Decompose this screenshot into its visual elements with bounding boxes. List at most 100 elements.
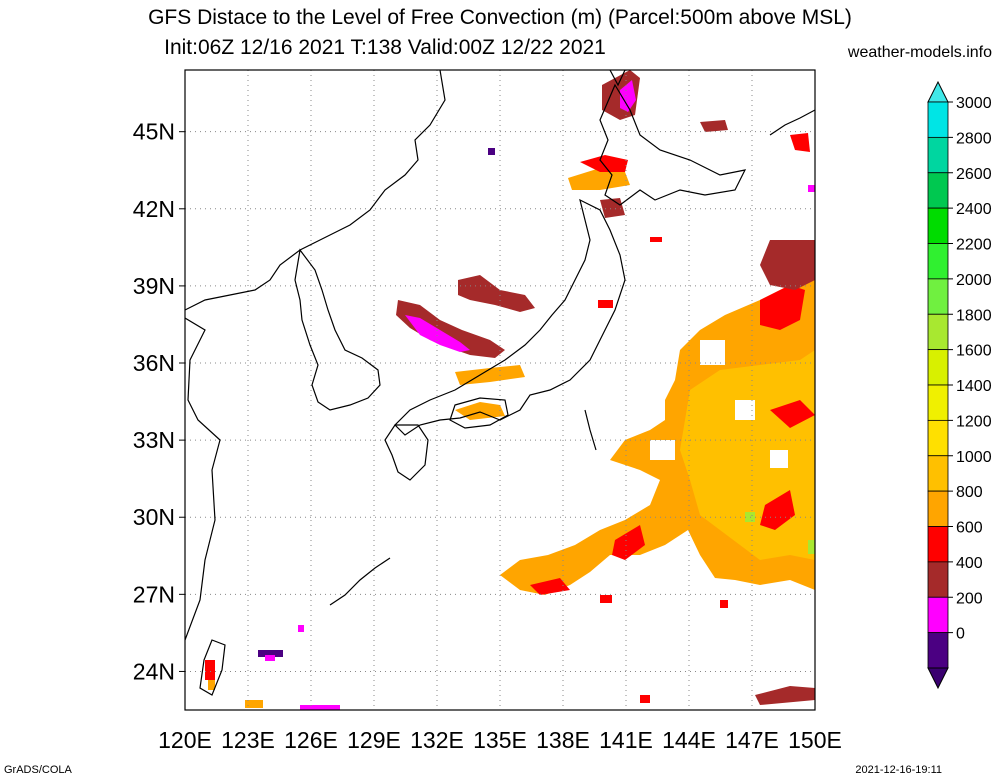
colorbar-label: 200 — [956, 590, 983, 607]
coast-mainland-asia — [185, 70, 446, 311]
colorbar-swatch — [927, 349, 949, 386]
colorbar-label: 1800 — [956, 307, 992, 324]
colorbar-swatch — [927, 419, 949, 457]
field-brown — [755, 686, 815, 705]
field-brown-japan — [458, 275, 535, 312]
field-speck — [298, 625, 304, 632]
field-red — [530, 578, 570, 595]
colorbar-swatch — [927, 526, 949, 563]
field-gap — [650, 440, 675, 460]
lon-tick-label: 126E — [284, 727, 338, 753]
lat-tick-label: 42N — [133, 196, 175, 222]
field-speck — [720, 600, 728, 608]
field-brown-north — [600, 198, 625, 218]
lat-tick-label: 24N — [133, 658, 175, 684]
colorbar-label: 1400 — [956, 378, 992, 395]
lon-tick-label: 132E — [410, 727, 464, 753]
lon-tick-label: 123E — [221, 727, 275, 753]
field-speck — [245, 700, 263, 708]
field-orange-japan — [455, 365, 525, 385]
lat-axis-labels: 45N 42N 39N 36N 33N 30N 27N 24N — [133, 119, 175, 685]
field-gap — [770, 450, 788, 468]
colorbar-swatch — [927, 136, 949, 174]
field-red — [612, 525, 645, 560]
colorbar-swatch — [927, 384, 949, 421]
field-speck — [488, 148, 495, 155]
plot-frame — [184, 69, 816, 711]
coastlines — [185, 70, 815, 696]
coast-kurils — [769, 109, 815, 136]
field-speck — [598, 300, 613, 308]
colorbar-label: 2400 — [956, 201, 992, 218]
field-red-north — [790, 133, 810, 152]
colorbar-label: 400 — [956, 555, 983, 572]
colorbar-label: 3000 — [956, 95, 992, 112]
field-speck — [600, 595, 612, 603]
field-gap — [735, 400, 755, 420]
field-speck — [205, 660, 215, 680]
lat-tick-label: 33N — [133, 427, 175, 453]
coast-kyushu — [384, 424, 429, 481]
colorbar-swatch — [927, 632, 949, 669]
lon-tick-label: 138E — [536, 727, 590, 753]
field-speck — [650, 237, 662, 242]
lon-tick-label: 150E — [788, 727, 842, 753]
lon-tick-label: 144E — [662, 727, 716, 753]
coast-hokkaido — [599, 83, 747, 206]
colorbar-swatch — [927, 278, 949, 315]
field-magenta-japan — [405, 315, 470, 352]
field-speck — [208, 680, 215, 690]
field-brown-north — [700, 120, 728, 132]
colorbar-label: 600 — [956, 520, 983, 537]
field-red — [770, 400, 815, 428]
colorbar-label: 2800 — [956, 130, 992, 147]
field-speck — [265, 655, 275, 661]
coast-sakhalin — [609, 70, 626, 87]
colorbar-swatch — [927, 313, 949, 351]
colorbar-label: 1200 — [956, 413, 992, 430]
lon-tick-label: 135E — [473, 727, 527, 753]
lon-tick-label: 147E — [725, 727, 779, 753]
lon-axis-labels: 120E 123E 126E 129E 132E 135E 138E 141E 144E 147E… — [158, 727, 842, 753]
footer-timestamp: 2021-12-16-19:11 — [855, 764, 942, 776]
convection-field — [205, 70, 815, 710]
colorbar-bottom-arrow — [927, 667, 949, 690]
lat-tick-label: 36N — [133, 350, 175, 376]
colorbar: 3000280026002400220020001800160014001200… — [927, 80, 992, 690]
lon-tick-label: 129E — [347, 727, 401, 753]
coast-honshu — [394, 198, 626, 436]
colorbar-swatch — [927, 561, 949, 598]
field-speck — [640, 695, 650, 703]
field-gap — [700, 340, 725, 365]
colorbar-label: 800 — [956, 484, 983, 501]
field-speck — [808, 185, 815, 192]
field-speck — [300, 705, 340, 710]
coast-shikoku — [449, 397, 509, 429]
field-magenta-north — [620, 80, 636, 112]
colorbar-swatch — [927, 596, 949, 634]
lat-tick-label: 39N — [133, 273, 175, 299]
field-red-north — [580, 155, 628, 172]
colorbar-swatch — [927, 243, 949, 280]
coast-izu — [584, 409, 597, 451]
colorbar-label: 2600 — [956, 166, 992, 183]
lat-tick-label: 30N — [133, 504, 175, 530]
lon-tick-label: 120E — [158, 727, 212, 753]
coast-china-west — [185, 317, 221, 641]
field-brown-japan — [396, 300, 505, 358]
field-orange-north — [568, 168, 630, 190]
coast-taiwan — [199, 639, 226, 696]
coast-korea — [294, 248, 381, 411]
lat-tick-label: 27N — [133, 581, 175, 607]
colorbar-swatch — [927, 101, 949, 138]
colorbar-swatch — [927, 455, 949, 492]
map-title: GFS Distace to the Level of Free Convect… — [148, 6, 852, 29]
brand-label: weather-models.info — [847, 44, 992, 61]
field-green — [808, 540, 815, 554]
colorbar-label: 1600 — [956, 343, 992, 360]
colorbar-swatch — [927, 172, 949, 209]
colorbar-swatch — [927, 207, 949, 244]
colorbar-label: 2200 — [956, 237, 992, 254]
lat-tick-label: 45N — [133, 119, 175, 145]
